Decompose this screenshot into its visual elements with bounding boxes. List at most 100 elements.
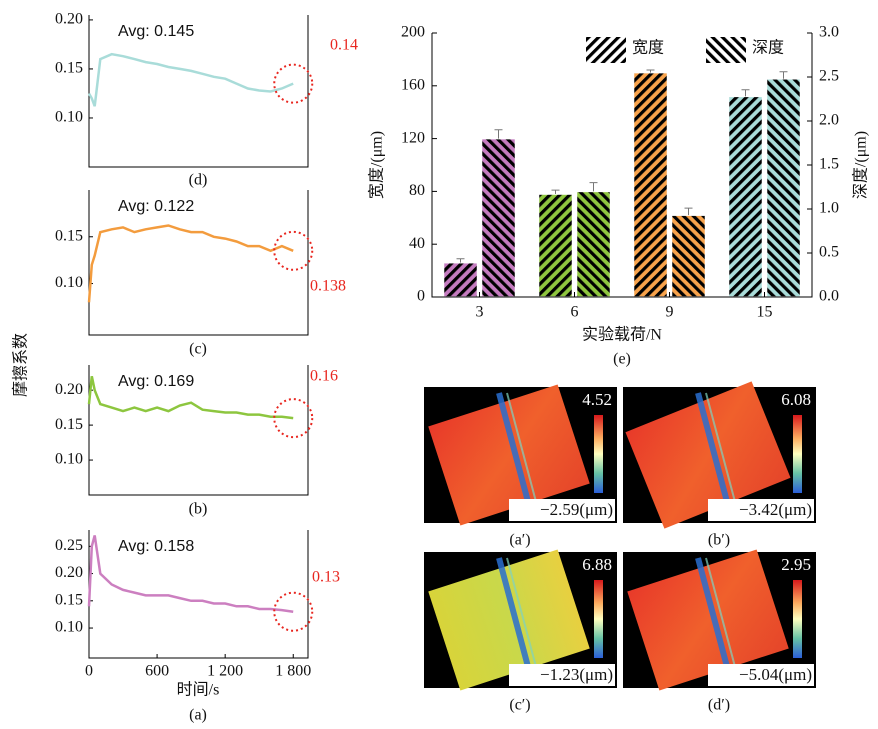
callout-circle [273,591,314,632]
annotation: Avg: 0.158 [118,538,194,555]
axes [431,33,813,298]
y-tick-label: 0.20 [55,564,83,581]
error-bar [684,207,693,216]
annotation: Avg: 0.169 [118,373,194,390]
scratch-edge [506,392,540,514]
x-tick-label: 15 [757,304,773,321]
y2-tick-label: 1.5 [819,156,839,173]
line [87,535,294,613]
callout-label: 0.138 [310,278,346,295]
y-tick-label: 0.15 [55,227,83,244]
max-label: 6.88 [582,555,612,574]
caption: (d) [189,172,208,189]
bar [765,78,802,298]
y-tick-label: 0.10 [55,274,83,291]
y-tick-label: 0.10 [55,619,83,636]
caption: (a′) [509,532,530,549]
x-axis-label: 时间/s [177,681,220,699]
annotation: Avg: 0.145 [118,23,194,40]
y-tick-label: 0.20 [55,11,83,28]
error-bar [741,89,750,97]
scratch-edge [506,557,540,679]
scratch [496,392,534,514]
y2-tick-label: 0.0 [819,288,839,305]
max-label: 2.95 [781,555,811,574]
scratch [496,557,534,679]
surface [428,549,590,691]
callout-circle [273,63,314,104]
scratch-edge [705,392,739,514]
x-tick-label: 1 200 [207,663,243,680]
error-bar [646,69,655,73]
callout-circle [273,230,314,271]
y-tick-label: 80 [409,182,425,199]
min-label: −5.04(μm) [739,665,812,684]
x-tick-label: 0 [85,663,93,680]
min-box [509,499,615,521]
colorbar [594,415,603,493]
y-tick-label: 0.25 [55,537,83,554]
y2-axis-label: 深度/(μm) [852,131,870,199]
bar [727,95,764,298]
y-tick-label: 0 [417,288,425,305]
line [87,224,294,303]
legend-swatch [586,37,626,63]
surface [428,384,590,526]
y-tick-label: 0.15 [55,591,83,608]
min-box [708,664,814,686]
max-label: 6.08 [781,390,811,409]
y-tick-label: 40 [409,235,425,252]
callout-label: 0.14 [330,37,358,54]
scratch-edge [705,557,739,679]
surface [625,381,791,529]
y-tick-label: 120 [401,129,425,146]
colorbar [594,580,603,658]
y2-tick-label: 3.0 [819,24,839,41]
x-tick-label: 1 800 [275,663,311,680]
error-bar [456,258,465,263]
legend-label: 宽度 [632,39,664,57]
y2-tick-label: 1.0 [819,200,839,217]
bar [575,190,612,298]
y-tick-label: 0.15 [55,416,83,433]
min-label: −3.42(μm) [739,500,812,519]
y-axis-label: 摩擦系数 [12,333,30,397]
y2-tick-label: 0.5 [819,244,839,261]
error-bar [494,129,503,139]
callout-label: 0.16 [310,368,338,385]
min-label: −2.59(μm) [540,500,613,519]
x-tick-label: 600 [145,663,169,680]
bar [480,137,517,298]
y-tick-label: 0.20 [55,381,83,398]
y-axis-label: 宽度/(μm) [368,131,386,199]
error-bar [551,189,560,195]
x-tick-label: 3 [476,304,484,321]
y2-tick-label: 2.0 [819,112,839,129]
y2-tick-label: 2.5 [819,68,839,85]
caption: (d′) [708,697,730,714]
min-box [509,664,615,686]
line [87,375,294,420]
line [87,52,294,107]
axes [88,15,309,168]
y-tick-label: 160 [401,76,425,93]
min-label: −1.23(μm) [540,665,613,684]
annotation: Avg: 0.122 [118,198,194,215]
callout-label: 0.13 [312,569,340,586]
error-bar [779,71,788,79]
min-box [708,499,814,521]
scratch [695,557,733,679]
max-label: 4.52 [582,390,612,409]
x-tick-label: 6 [571,304,579,321]
x-tick-label: 9 [666,304,674,321]
bar [670,214,707,298]
surface [627,549,789,691]
caption: (a) [189,707,207,724]
bar [537,193,574,298]
legend-label: 深度 [752,39,784,57]
colorbar [793,580,802,658]
y-tick-label: 200 [401,24,425,41]
caption: (e) [613,351,631,368]
caption: (b) [189,501,208,518]
